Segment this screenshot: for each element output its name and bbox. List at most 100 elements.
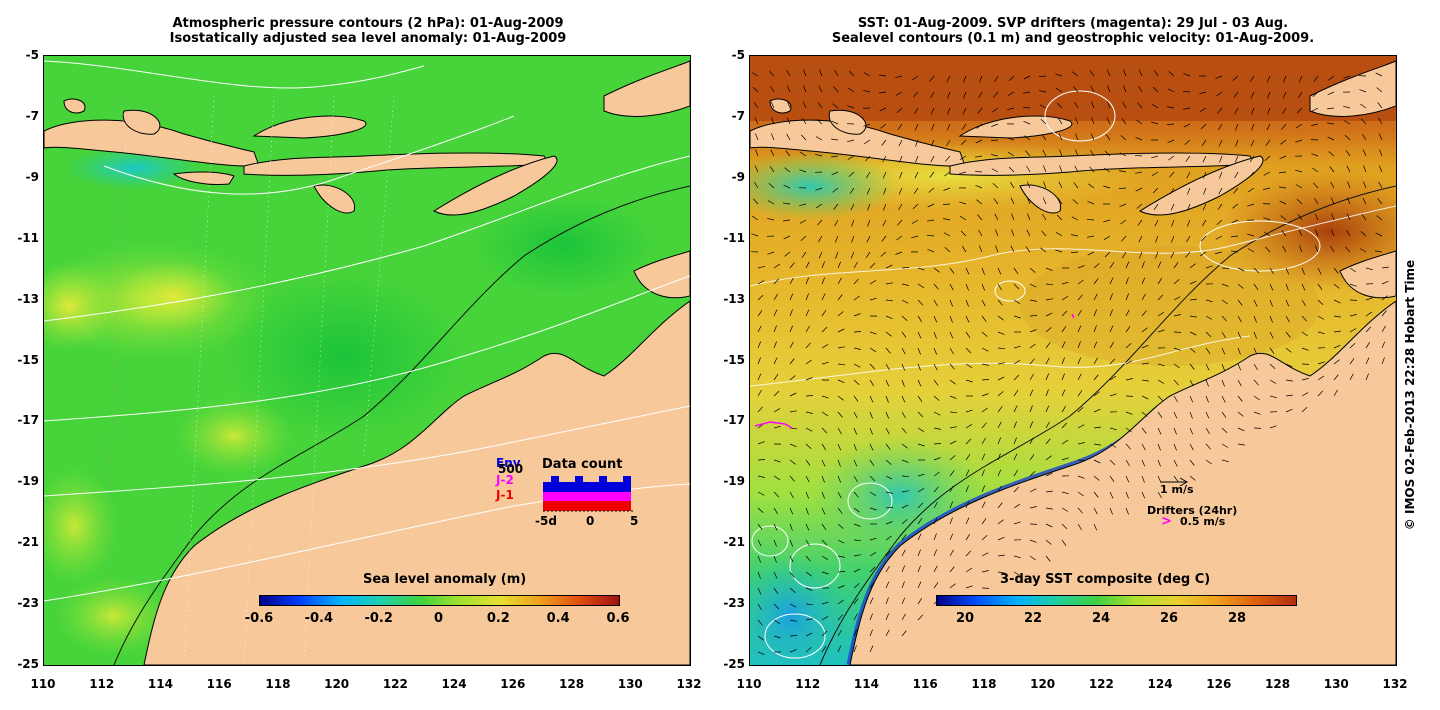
velocity-arrow [1153, 70, 1159, 77]
velocity-arrow [1166, 123, 1175, 125]
velocity-arrow [927, 219, 935, 222]
velocity-arrow [1024, 135, 1031, 141]
velocity-arrow [1135, 187, 1143, 192]
velocity-arrow [773, 357, 778, 365]
velocity-arrow [1013, 267, 1019, 274]
velocity-arrow [945, 155, 951, 162]
velocity-arrow [757, 266, 765, 269]
velocity-arrow [997, 362, 1005, 365]
right-xtick: 118 [971, 677, 997, 691]
sea-level-colorbar-tick: 0.4 [546, 611, 570, 626]
velocity-arrow [773, 555, 777, 563]
velocity-arrow [1203, 171, 1207, 179]
inset-xtick-2: 5 [630, 514, 639, 528]
data-count-bar [615, 492, 623, 501]
velocity-arrow [946, 123, 951, 131]
velocity-arrow [869, 507, 877, 511]
velocity-arrow [1312, 167, 1319, 173]
velocity-arrow [1074, 101, 1079, 109]
velocity-arrow [853, 539, 862, 542]
velocity-arrow [914, 171, 919, 179]
velocity-arrow [757, 491, 765, 496]
data-count-bar [551, 492, 559, 501]
velocity-arrow [1233, 187, 1239, 194]
velocity-arrow [965, 331, 971, 338]
velocity-arrow [789, 410, 797, 413]
velocity-arrow [1141, 261, 1145, 269]
velocity-arrow [933, 331, 937, 339]
velocity-arrow [1125, 475, 1130, 483]
velocity-arrow [773, 309, 778, 317]
velocity-arrow [837, 379, 845, 384]
data-count-bar [551, 501, 559, 511]
velocity-arrow [869, 347, 877, 353]
velocity-arrow [1073, 182, 1079, 189]
right-ytick: -11 [723, 230, 745, 245]
velocity-arrow [865, 251, 871, 258]
velocity-arrow [1119, 170, 1127, 173]
velocity-arrow [901, 475, 910, 478]
velocity-arrow [1040, 247, 1047, 253]
velocity-arrow [1103, 219, 1111, 223]
velocity-arrow [885, 459, 892, 465]
velocity-arrow [1157, 311, 1164, 317]
velocity-arrow [1232, 75, 1239, 81]
velocity-arrow [1249, 155, 1255, 163]
velocity-arrow [869, 597, 874, 605]
velocity-arrow [1221, 315, 1227, 322]
velocity-arrow [946, 139, 951, 147]
velocity-arrow [834, 69, 839, 77]
velocity-arrow [885, 597, 889, 605]
velocity-arrow [869, 566, 876, 573]
velocity-arrow [1013, 555, 1021, 559]
velocity-arrow [773, 341, 777, 349]
velocity-arrow [912, 203, 919, 210]
velocity-arrow [837, 523, 844, 529]
velocity-arrow [1093, 426, 1101, 429]
velocity-arrow [773, 293, 778, 301]
left-ytick: -25 [17, 657, 39, 671]
velocity-arrow [895, 75, 903, 79]
velocity-arrow [1381, 266, 1389, 269]
velocity-arrow [853, 295, 860, 301]
velocity-arrow [1295, 169, 1303, 173]
velocity-arrow [1221, 379, 1225, 387]
velocity-arrow [994, 229, 999, 237]
velocity-arrow [815, 153, 823, 157]
velocity-arrow [1007, 107, 1015, 111]
velocity-arrow [1013, 405, 1018, 413]
velocity-arrow [853, 395, 859, 402]
velocity-arrow [1217, 107, 1223, 114]
velocity-arrow [1173, 262, 1179, 269]
right-xtick: 112 [795, 677, 821, 691]
velocity-arrow [1265, 139, 1271, 146]
velocity-arrow [1157, 475, 1162, 483]
velocity-arrow [850, 203, 855, 211]
velocity-arrow [885, 521, 893, 525]
velocity-arrow [1157, 363, 1165, 367]
velocity-arrow [1173, 395, 1178, 403]
velocity-arrow [1248, 171, 1255, 178]
velocity-arrow [757, 280, 765, 285]
velocity-arrow [981, 393, 989, 397]
velocity-arrow [805, 277, 810, 285]
velocity-arrow [751, 233, 759, 237]
velocity-arrow [837, 311, 844, 317]
velocity-arrow [1279, 155, 1287, 160]
left-xtick: 112 [89, 677, 115, 691]
velocity-arrow [1297, 91, 1303, 99]
velocity-arrow [930, 139, 935, 147]
velocity-arrow [1013, 421, 1017, 429]
velocity-arrow [869, 443, 874, 451]
velocity-arrow [1218, 187, 1223, 195]
velocity-arrow [773, 523, 778, 531]
velocity-arrow [1155, 235, 1159, 243]
velocity-arrow [1077, 265, 1085, 269]
sea-level-anomaly-field [44, 56, 690, 665]
velocity-arrow [1125, 326, 1131, 333]
velocity-arrow [1269, 299, 1273, 307]
velocity-arrow [997, 502, 1003, 509]
velocity-arrow [1205, 427, 1210, 435]
velocity-arrow [1010, 245, 1015, 253]
velocity-arrow [1055, 73, 1063, 77]
